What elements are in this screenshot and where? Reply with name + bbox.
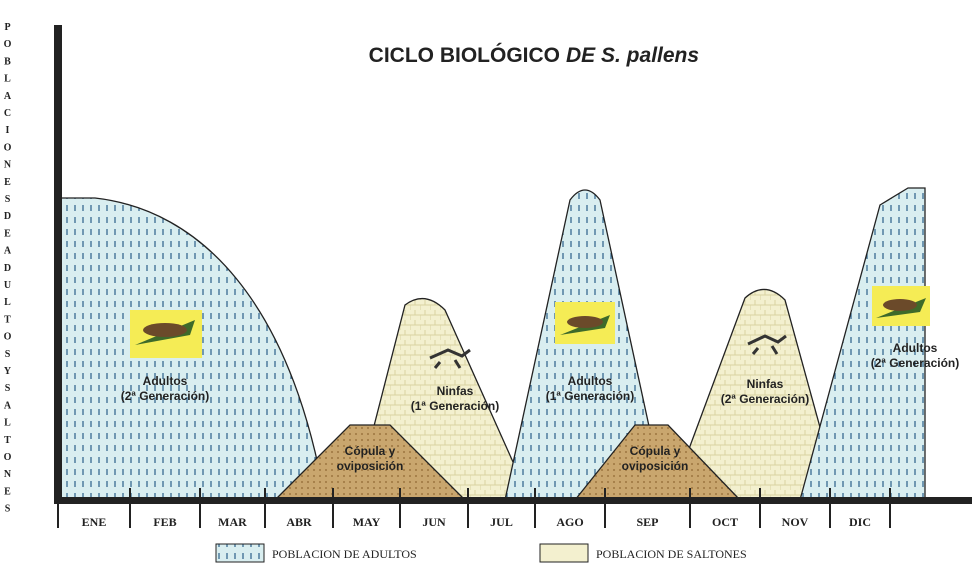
- month-label: MAY: [353, 515, 381, 529]
- insect-icon: [555, 302, 615, 344]
- region-label: Adultos: [143, 374, 188, 388]
- month-label: ABR: [286, 515, 312, 529]
- x-axis: [54, 497, 972, 504]
- nymph-icon: [429, 348, 471, 369]
- month-label: JUN: [422, 515, 446, 529]
- nymph-area: [669, 288, 841, 501]
- region-sublabel: (1ª Generación): [411, 399, 499, 413]
- region-sublabel: (2ª Generación): [121, 389, 209, 403]
- region-sublabel: oviposición: [337, 459, 404, 473]
- legend: POBLACION DE ADULTOS POBLACION DE SALTON…: [215, 543, 747, 563]
- region-label: Adultos: [893, 341, 938, 355]
- month-label: DIC: [849, 515, 871, 529]
- legend-swatch: [215, 543, 265, 563]
- region-sublabel: (2ª Generación): [871, 356, 959, 370]
- areas: [57, 187, 926, 501]
- month-label: FEB: [153, 515, 176, 529]
- insect-icons: [130, 286, 930, 369]
- y-axis-label: POBLACIONESDEADULTOSYSALTONES: [2, 22, 13, 521]
- title: DE S. pallens: [566, 44, 699, 67]
- region-labels: Adultos(2ª Generación) Ninfas(1ª Generaci…: [121, 341, 959, 473]
- insect-icon: [872, 286, 930, 326]
- region-label: Cópula y: [345, 444, 396, 458]
- month-ticks: ENE FEB MAR ABR MAY JUN JUL AGO SEP OCT NOV DIC: [57, 488, 891, 529]
- month-label: MAR: [218, 515, 247, 529]
- legend-label: POBLACION DE SALTONES: [596, 547, 747, 561]
- month-label: SEP: [636, 515, 658, 529]
- region-sublabel: (1ª Generación): [546, 389, 634, 403]
- nymph-icon: [747, 334, 787, 355]
- region-label: Cópula y: [630, 444, 681, 458]
- y-axis: [54, 25, 62, 503]
- legend-label: POBLACION DE ADULTOS: [272, 547, 417, 561]
- month-label: OCT: [712, 515, 738, 529]
- region-label: Ninfas: [437, 384, 474, 398]
- month-label: JUL: [490, 515, 513, 529]
- title: CICLO BIOLÓGICO: [369, 43, 560, 67]
- legend-swatch: [539, 543, 589, 563]
- month-label: ENE: [82, 515, 107, 529]
- month-label: AGO: [556, 515, 583, 529]
- adults-area: [504, 189, 666, 501]
- region-label: Adultos: [568, 374, 613, 388]
- region-label: Ninfas: [747, 377, 784, 391]
- month-label: NOV: [782, 515, 809, 529]
- region-sublabel: oviposición: [622, 459, 689, 473]
- region-sublabel: (2ª Generación): [721, 392, 809, 406]
- insect-icon: [130, 310, 202, 358]
